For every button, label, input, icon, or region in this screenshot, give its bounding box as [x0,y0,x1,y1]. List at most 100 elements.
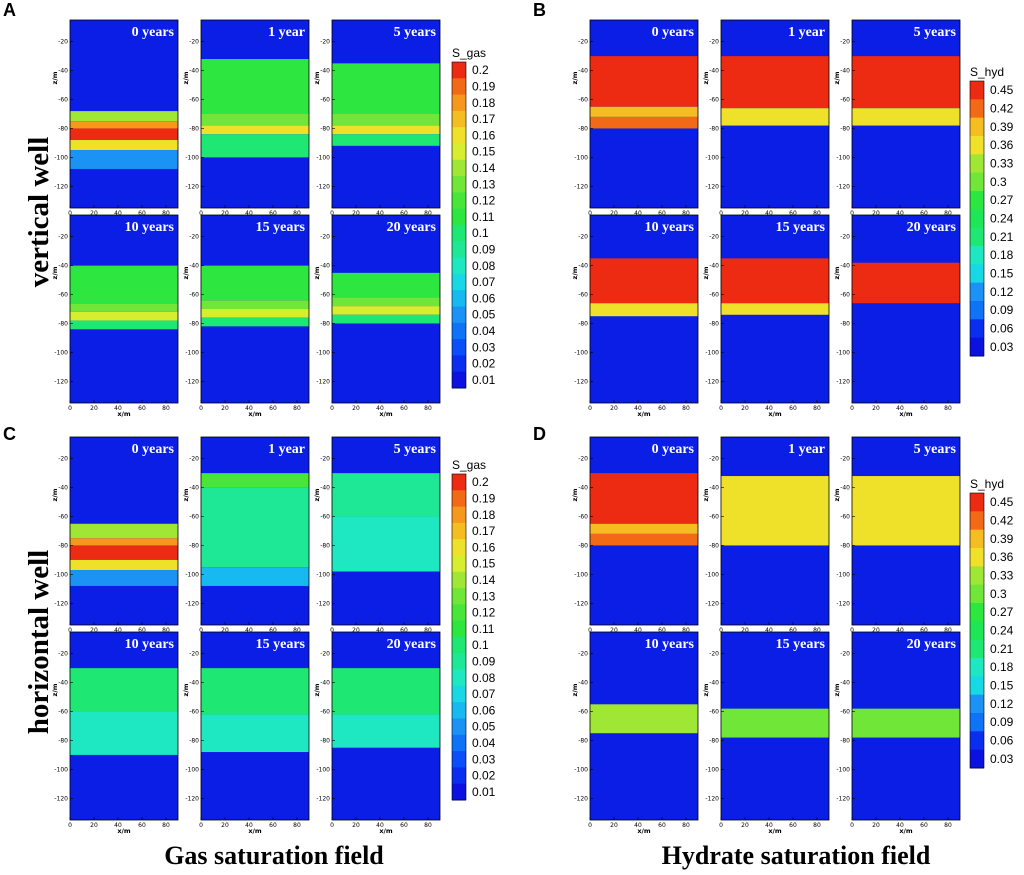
legend-swatch [452,555,466,573]
y-axis-label: z/m [702,683,710,696]
subplot-frame [589,436,699,626]
x-tick-label: 80 [944,822,952,829]
y-tick-label: -20 [840,234,850,241]
saturation-band [590,523,698,534]
subplot: 5 years-20-40-60-80-100-120020406080x/mz… [313,436,441,640]
y-tick-label: -120 [316,600,330,607]
x-tick-label: 0 [588,405,592,412]
y-tick-label: -40 [709,485,719,492]
contour-bands [70,111,178,169]
y-tick-label: -80 [58,320,68,327]
x-tick-label: 80 [424,627,432,634]
saturation-band [332,272,440,298]
subplot-frame [589,214,699,404]
saturation-band [852,708,960,738]
legend-tick-label: 0.08 [472,259,496,273]
legend-swatch [452,355,466,373]
saturation-band [590,258,698,304]
saturation-band [332,134,440,146]
y-tick-label: -20 [58,651,68,658]
y-tick-label: -20 [320,651,330,658]
x-tick-label: 20 [610,822,618,829]
legend-tick-label: 0.45 [990,495,1014,509]
subplot: 15 years -20 -40 -60 -80 -100 -120 0 20 40 60 80 x/m… [702,631,830,835]
contour-bands [721,56,829,126]
y-tick-label: -40 [189,263,199,270]
x-tick-label: 0 [199,210,203,217]
subplot-frame [851,19,961,209]
y-axis-label: z/m [833,71,841,84]
y-tick-label: -20 [709,456,719,463]
x-tick-label: 20 [872,405,880,412]
legend-swatch [452,339,466,356]
legend-tick-label: 0.03 [990,752,1014,766]
saturation-band [201,668,309,715]
legend-tick-label: 0.15 [472,557,496,571]
y-tick-label: -100 [574,571,588,578]
saturation-band [332,63,440,114]
x-tick-label: 20 [90,627,98,634]
y-tick-label: -120 [574,795,588,802]
x-tick-label: 20 [872,627,880,634]
y-axis-label: z/m [51,71,59,84]
y-axis-label: z/m [313,683,321,696]
legend-swatch [970,639,984,659]
legend-tick-label: 0.3 [990,587,1007,601]
y-tick-label: -80 [840,320,850,327]
y-tick-label: -40 [578,263,588,270]
legend-tick-label: 0.06 [990,322,1014,336]
legend-swatch [970,117,984,137]
contour-bands [721,708,829,738]
x-tick-label: 20 [741,822,749,829]
subplot-frame [331,436,441,626]
legend-swatch [970,713,984,732]
legend-swatch [452,604,466,622]
saturation-band [332,125,440,135]
x-tick-label: 40 [245,822,253,829]
x-tick-label: 20 [90,405,98,412]
y-tick-label: -100 [705,766,719,773]
x-tick-label: 60 [400,405,408,412]
subplot: 5 years-20-40-60-80-100-120020406080x/mz… [833,436,961,640]
x-tick-label: 40 [634,627,642,634]
y-tick-label: -60 [709,97,719,104]
contour-bands [201,473,309,586]
x-tick-label: 60 [138,405,146,412]
subplot: 1 year-20-40-60-80-100-120020406080x/mz/… [702,19,830,223]
legend-tick-label: 0.03 [472,340,496,354]
legend-swatch [970,172,984,192]
legend-tick-label: 0.39 [990,120,1014,134]
legend-tick-label: 0.12 [472,606,496,620]
y-tick-label: -40 [840,68,850,75]
y-tick-label: -120 [836,600,850,607]
x-tick-label: 60 [269,822,277,829]
contour-bands [590,258,698,317]
y-tick-label: -20 [840,39,850,46]
y-tick-label: -100 [185,766,199,773]
x-tick-label: 20 [90,822,98,829]
y-tick-label: -120 [54,795,68,802]
y-tick-label: -60 [320,292,330,299]
x-tick-label: 40 [376,627,384,634]
y-tick-label: -20 [578,39,588,46]
x-tick-label: 80 [293,822,301,829]
subplot-frame [720,436,830,626]
y-tick-label: -60 [840,292,850,299]
y-tick-label: -80 [840,542,850,549]
y-tick-label: -120 [316,183,330,190]
x-axis-label: x/m [248,827,262,835]
y-tick-label: -100 [185,154,199,161]
subplot-time-label: 10 years [125,220,175,235]
saturation-band [332,114,440,126]
subplot-time-label: 10 years [125,637,175,652]
saturation-band [201,265,309,301]
subplot: 20 years -20 -40 -60 -80 -100 -120 0 20 40 60 80 x/m… [833,214,961,418]
legend-tick-label: 0.42 [990,514,1014,528]
legend-swatch [970,548,984,567]
subplot: 10 years -20 -40 -60 -80 -100 -120 0 20 40 60 80 x/m… [51,631,179,835]
y-tick-label: -40 [840,680,850,687]
legend-tick-label: 0.13 [472,589,496,603]
y-tick-label: -100 [54,766,68,773]
saturation-band [201,317,309,327]
y-axis-label: z/m [182,488,190,501]
